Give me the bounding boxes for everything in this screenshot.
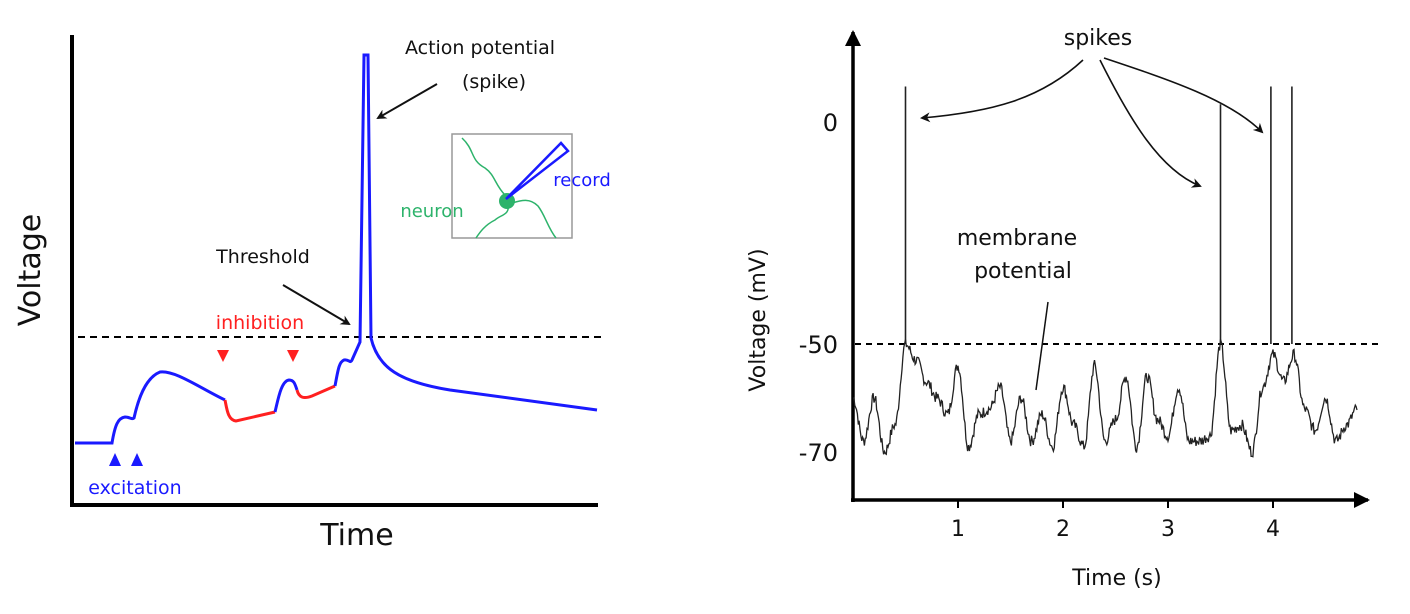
record-label: record (553, 170, 611, 191)
dendrite (511, 199, 557, 239)
action-potential-arrow (376, 83, 438, 119)
action-potential-label: Action potential (405, 37, 555, 59)
spike-arrow (920, 59, 1084, 123)
threshold-arrow (282, 284, 351, 326)
right-chart: 1 2 3 4 0 -50 -70 Voltage (mV) Time (s) spike… (746, 26, 1382, 591)
left-diagram: Voltage Time Action potential (spike) Th… (13, 35, 611, 553)
inhibition-marker-icon (217, 350, 229, 362)
spike-arrow (1099, 59, 1202, 188)
spike-trace (333, 53, 598, 412)
inhibition-trace (295, 384, 336, 400)
membrane-trace (852, 339, 1358, 458)
spike-arrow (1103, 57, 1264, 134)
excitation-trace (75, 370, 226, 445)
electrode-icon (505, 141, 570, 200)
spike-label: (spike) (462, 71, 526, 93)
y-tick-label: -70 (799, 439, 838, 467)
excitation-marker-icon (131, 453, 143, 466)
inhibition-label: inhibition (216, 312, 304, 334)
potential-label: potential (974, 259, 1072, 284)
y-tick-label: 0 (823, 109, 838, 137)
dendrite (475, 204, 509, 239)
y-tick-label: -50 (799, 331, 838, 359)
membrane-label: membrane (957, 226, 1077, 251)
right-y-label: Voltage (mV) (746, 248, 771, 391)
x-tick-label: 2 (1056, 517, 1070, 542)
spikes-label: spikes (1064, 26, 1133, 51)
neuron-soma (499, 193, 515, 209)
dendrite (461, 137, 506, 196)
excitation-label: excitation (88, 477, 181, 499)
neuron-inset: neuron record (400, 133, 611, 239)
threshold-label: Threshold (215, 246, 310, 268)
left-x-label: Time (319, 518, 393, 553)
right-x-label: Time (s) (1071, 566, 1161, 591)
inhibition-trace (223, 399, 276, 423)
neuron-label: neuron (400, 201, 463, 222)
x-tick-label: 1 (951, 517, 965, 542)
left-y-label: Voltage (13, 214, 48, 327)
x-tick-label: 3 (1161, 517, 1175, 542)
x-tick-label: 4 (1266, 517, 1280, 542)
membrane-pointer (1035, 301, 1049, 391)
excitation-marker-icon (109, 453, 121, 466)
excitation-trace (273, 378, 299, 413)
inhibition-marker-icon (287, 350, 299, 362)
